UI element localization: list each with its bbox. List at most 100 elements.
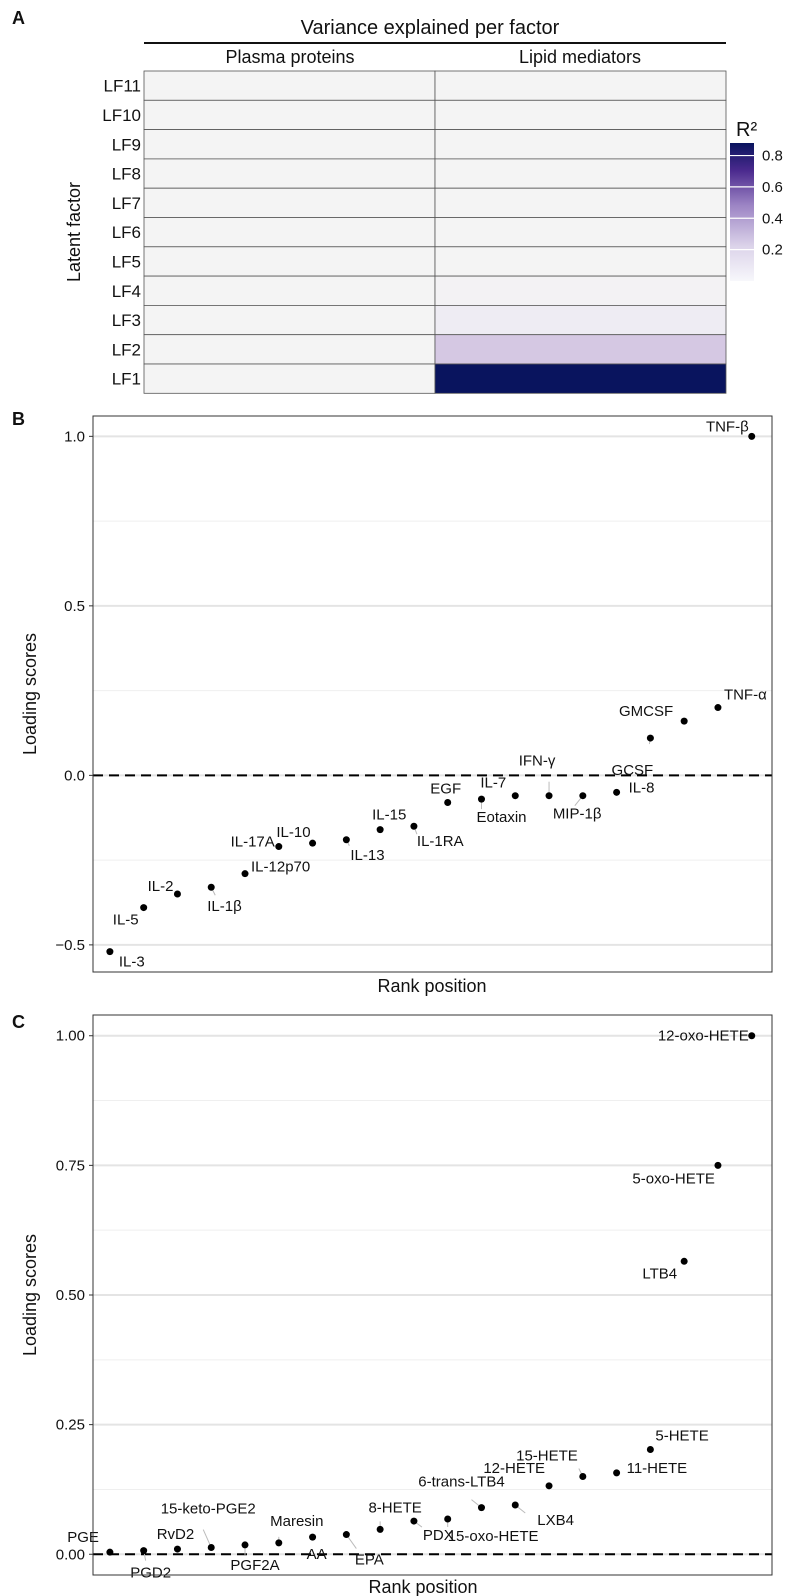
loading-plot-c: PGE PGD2 RvD2 15-keto-PGE2 PGF2A Maresin AA EPA… xyxy=(20,1014,773,1596)
c-y-ticks: 1.00 0.75 0.50 0.25 0.00 xyxy=(56,1028,93,1563)
heatmap-row-label: LF2 xyxy=(112,340,141,359)
panel-letter-a: A xyxy=(12,8,25,28)
point-label: IL-12p70 xyxy=(251,859,310,876)
point-label: PDX xyxy=(423,1527,454,1544)
y-tick-label: 0.00 xyxy=(56,1546,85,1563)
data-point xyxy=(410,1517,418,1525)
heatmap-cell xyxy=(434,99,727,131)
point-label: TNF-β xyxy=(706,418,749,435)
point-label: 5-oxo-HETE xyxy=(632,1170,715,1187)
data-point xyxy=(342,836,350,844)
data-point xyxy=(376,1525,384,1533)
point-label: LXB4 xyxy=(537,1512,574,1529)
point-label: PGD2 xyxy=(130,1565,171,1582)
c-point-labels: PGE PGD2 RvD2 15-keto-PGE2 PGF2A Maresin AA EPA… xyxy=(67,1028,749,1582)
heatmap-row-label: LF5 xyxy=(112,252,141,271)
heatmap-col-label-1: Lipid mediators xyxy=(519,47,641,67)
point-label: Maresin xyxy=(270,1513,323,1530)
point-label: PGE xyxy=(67,1529,99,1546)
point-label: IL-5 xyxy=(113,912,139,929)
heatmap-row-label: LF8 xyxy=(112,165,141,184)
heatmap-cell xyxy=(434,70,727,101)
y-tick-label: 0.75 xyxy=(56,1157,85,1174)
point-label: 8-HETE xyxy=(368,1499,421,1516)
heatmap-cell xyxy=(143,275,436,306)
b-y-ticks: 1.0 0.5 0.0 −0.5 xyxy=(55,428,93,954)
heatmap-cell xyxy=(434,187,727,218)
point-label: 15-keto-PGE2 xyxy=(161,1501,256,1518)
data-point xyxy=(680,717,688,725)
data-point xyxy=(646,734,654,742)
data-point xyxy=(140,904,148,912)
point-label: IFN-γ xyxy=(519,753,556,770)
point-label: MIP-1β xyxy=(553,806,602,823)
point-label: 5-HETE xyxy=(655,1428,708,1445)
data-point xyxy=(545,1482,553,1490)
point-label: IL-3 xyxy=(119,954,145,971)
point-label: GMCSF xyxy=(619,703,673,720)
data-point xyxy=(309,839,317,847)
legend-tick-label: 0.2 xyxy=(762,242,783,259)
heatmap-legend: R² 0.8 0.6 0.4 0.2 xyxy=(730,119,783,281)
legend-tick-label: 0.8 xyxy=(762,148,783,165)
panel-letter-c: C xyxy=(12,1012,25,1032)
point-label: 12-oxo-HETE xyxy=(658,1028,749,1045)
panel-letter-b: B xyxy=(12,409,25,429)
heatmap-row-label: LF9 xyxy=(112,135,141,154)
c-x-axis-title: Rank position xyxy=(368,1577,477,1596)
data-point xyxy=(410,822,418,830)
heatmap-cell xyxy=(143,158,436,189)
heatmap-cells xyxy=(143,70,727,394)
y-tick-label: 1.0 xyxy=(64,428,85,445)
point-label: GCSF xyxy=(612,762,654,779)
point-label: IL-13 xyxy=(350,847,384,864)
y-tick-label: 1.00 xyxy=(56,1028,85,1045)
data-point xyxy=(613,788,621,796)
heatmap-col-label-0: Plasma proteins xyxy=(225,47,354,67)
data-point xyxy=(241,870,249,878)
heatmap-cell xyxy=(143,217,436,248)
point-label: AA xyxy=(307,1546,327,1563)
point-label: 12-HETE xyxy=(483,1460,545,1477)
data-point xyxy=(477,1504,485,1512)
y-tick-label: −0.5 xyxy=(55,937,85,954)
y-tick-label: 0.0 xyxy=(64,767,85,784)
heatmap-cell xyxy=(434,158,727,189)
heatmap-row-label: LF1 xyxy=(112,370,141,389)
y-tick-label: 0.5 xyxy=(64,598,85,615)
y-tick-label: 0.50 xyxy=(56,1287,85,1304)
point-label: IL-7 xyxy=(480,775,506,792)
data-point xyxy=(309,1533,317,1541)
heatmap-cell xyxy=(143,187,436,218)
point-label: 15-oxo-HETE xyxy=(448,1528,539,1545)
heatmap-cell xyxy=(143,246,436,277)
heatmap-row-label: LF6 xyxy=(112,223,141,242)
data-point xyxy=(511,792,519,800)
heatmap-row-labels: LF11 LF10 LF9 LF8 LF7 LF6 LF5 LF4 LF3 LF2 LF1 xyxy=(102,77,141,389)
b-gridlines xyxy=(93,435,772,946)
data-point xyxy=(748,432,756,440)
point-label: IL-1RA xyxy=(417,833,464,850)
data-point xyxy=(444,798,452,806)
heatmap-cell xyxy=(434,363,727,394)
point-label: Eotaxin xyxy=(476,809,526,826)
data-point xyxy=(106,948,114,956)
data-point xyxy=(613,1469,621,1477)
data-point xyxy=(444,1515,452,1523)
data-point xyxy=(579,1472,587,1480)
heatmap-cell xyxy=(434,129,727,160)
point-label: EGF xyxy=(430,780,461,797)
b-points xyxy=(106,432,756,956)
heatmap-cell xyxy=(434,275,727,306)
heatmap-cell xyxy=(143,129,436,160)
point-label: RvD2 xyxy=(157,1526,195,1543)
legend-ticks: 0.8 0.6 0.4 0.2 xyxy=(730,148,783,259)
point-label: IL-10 xyxy=(276,824,310,841)
data-point xyxy=(748,1032,756,1040)
point-label: IL-1β xyxy=(207,898,242,915)
point-label: IL-2 xyxy=(148,878,174,895)
heatmap-cell xyxy=(143,70,436,101)
data-point xyxy=(207,883,215,891)
c-points xyxy=(106,1032,756,1556)
